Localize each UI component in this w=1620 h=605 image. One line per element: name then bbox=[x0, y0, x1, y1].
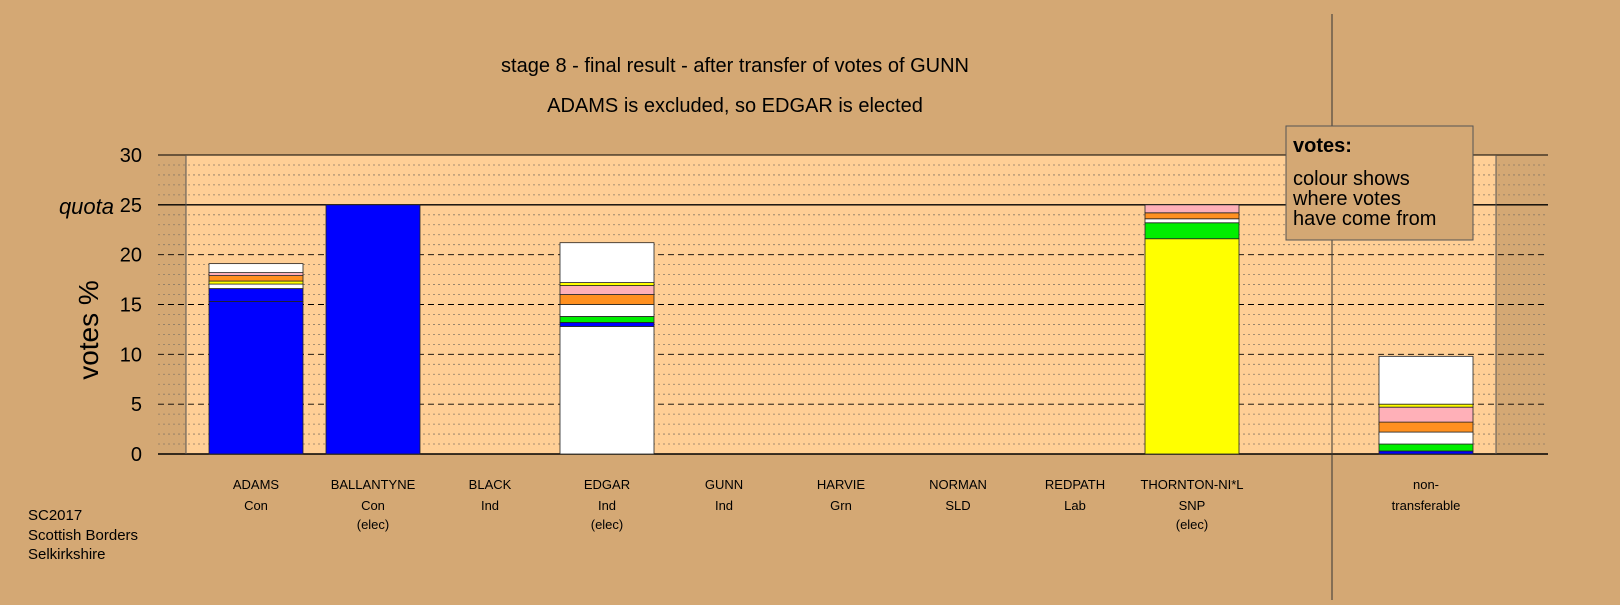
bar-nontransferable-segment bbox=[1378, 421, 1474, 433]
candidate-party: Ind bbox=[481, 498, 499, 513]
legend-frame bbox=[1285, 125, 1474, 241]
bar-edgar-segment bbox=[559, 242, 655, 283]
bar-edgar-segment bbox=[559, 326, 655, 455]
axes: 0 5 10 15 20 25 30 bbox=[120, 14, 1497, 600]
legend-line: colour shows bbox=[1293, 168, 1410, 190]
candidate-party: Ind bbox=[598, 498, 616, 513]
bar-nontransferable-segment bbox=[1378, 403, 1474, 408]
bar-adams-segment bbox=[208, 280, 304, 285]
legend-title: votes: bbox=[1293, 135, 1352, 157]
candidate-party: Con bbox=[244, 498, 268, 513]
candidate-status: (elec) bbox=[1176, 517, 1209, 532]
candidate-party: Ind bbox=[715, 498, 733, 513]
bar-adams-segment bbox=[208, 275, 304, 282]
bar-nontransferable-segment bbox=[1378, 355, 1474, 405]
candidate-name: EDGAR bbox=[584, 477, 630, 492]
bar-edgar-segment bbox=[559, 316, 655, 323]
nontransferable-label: non- bbox=[1413, 477, 1439, 492]
y-tick-label: 20 bbox=[120, 245, 142, 267]
candidate-party: SNP bbox=[1179, 498, 1206, 513]
chart-title: stage 8 - final result - after transfer … bbox=[501, 55, 969, 77]
candidate-name: HARVIE bbox=[817, 477, 865, 492]
bar-edgar-segment bbox=[559, 304, 655, 317]
nontransferable-label: transferable bbox=[1392, 498, 1461, 513]
y-tick-label: 30 bbox=[120, 145, 142, 167]
candidate-party: Grn bbox=[830, 498, 852, 513]
candidate-party: SLD bbox=[945, 498, 970, 513]
bars bbox=[208, 204, 1474, 455]
y-tick-label: 5 bbox=[131, 394, 142, 416]
y-tick-label: 0 bbox=[131, 444, 142, 466]
bar-adams-segment bbox=[208, 263, 304, 274]
bar-edgar-segment bbox=[559, 282, 655, 286]
bar-nontransferable-segment bbox=[1378, 431, 1474, 445]
footer-line: Scottish Borders bbox=[28, 527, 138, 544]
candidate-party: Con bbox=[361, 498, 385, 513]
y-tick-label: 15 bbox=[120, 295, 142, 317]
category-labels: ADAMS Con BALLANTYNE Con (elec) BLACK Ind EDGAR… bbox=[233, 477, 1460, 532]
bar-thornton-ni*l-segment bbox=[1144, 204, 1240, 214]
bar-thornton-ni*l-segment bbox=[1144, 222, 1240, 240]
footer-line: Selkirkshire bbox=[28, 546, 106, 563]
bar-thornton-ni*l-segment bbox=[1144, 212, 1240, 220]
chart-subtitle: ADAMS is excluded, so EDGAR is elected bbox=[547, 95, 923, 117]
y-tick-label: 25 bbox=[120, 195, 142, 217]
footer-line: SC2017 bbox=[28, 507, 82, 524]
candidate-name: THORNTON-NI*L bbox=[1140, 477, 1243, 492]
candidate-name: BLACK bbox=[469, 477, 512, 492]
y-tick-label: 10 bbox=[120, 344, 142, 366]
bar-nontransferable-segment bbox=[1378, 450, 1474, 455]
legend: votes: colour shows where votes have com… bbox=[1285, 125, 1474, 241]
bar-adams-segment bbox=[208, 288, 304, 302]
candidate-name: GUNN bbox=[705, 477, 743, 492]
candidate-status: (elec) bbox=[357, 517, 390, 532]
bar-adams-segment bbox=[208, 301, 304, 455]
bar-nontransferable-segment bbox=[1378, 406, 1474, 423]
bar-thornton-ni*l-segment bbox=[1144, 218, 1240, 224]
quota-label: quota bbox=[59, 194, 114, 219]
candidate-name: BALLANTYNE bbox=[331, 477, 416, 492]
y-axis-label: votes % bbox=[73, 280, 104, 380]
candidate-party: Lab bbox=[1064, 498, 1086, 513]
bar-edgar-segment bbox=[559, 285, 655, 295]
bar-ballantyne-segment bbox=[325, 204, 421, 455]
bar-nontransferable-segment bbox=[1378, 443, 1474, 452]
candidate-name: NORMAN bbox=[929, 477, 987, 492]
candidate-status: (elec) bbox=[591, 517, 624, 532]
candidate-name: REDPATH bbox=[1045, 477, 1105, 492]
bar-adams-segment bbox=[208, 272, 304, 276]
bar-thornton-ni*l-segment bbox=[1144, 238, 1240, 455]
bar-edgar-segment bbox=[559, 322, 655, 327]
bar-adams-segment bbox=[208, 283, 304, 289]
candidate-name: ADAMS bbox=[233, 477, 280, 492]
legend-line: have come from bbox=[1293, 208, 1436, 230]
bar-edgar-segment bbox=[559, 294, 655, 305]
footer-text: SC2017 Scottish Borders Selkirkshire bbox=[28, 507, 138, 563]
legend-line: where votes bbox=[1292, 188, 1401, 210]
